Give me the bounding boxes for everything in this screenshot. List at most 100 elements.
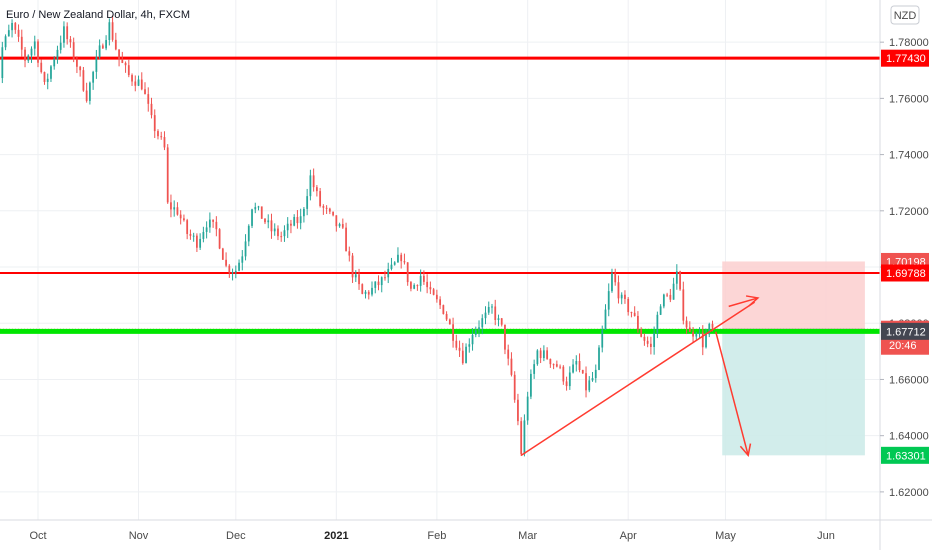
candle-body xyxy=(533,364,536,374)
candle xyxy=(319,187,322,208)
candle-body xyxy=(319,191,322,207)
candle-body xyxy=(387,268,390,278)
candle-body xyxy=(672,283,675,300)
candle xyxy=(568,366,571,390)
forecast-arrow[interactable] xyxy=(715,331,752,458)
candle xyxy=(53,56,56,70)
candle xyxy=(640,327,643,338)
candle xyxy=(624,290,626,304)
candle xyxy=(40,59,43,74)
candle-body xyxy=(147,94,150,104)
candle xyxy=(526,391,529,425)
candle xyxy=(196,233,198,252)
candle-body xyxy=(63,26,65,43)
candle xyxy=(267,214,270,229)
candle-body xyxy=(565,381,568,387)
candle-body xyxy=(176,207,179,215)
candle xyxy=(153,109,156,139)
candle-body xyxy=(56,49,59,59)
candle-body xyxy=(351,255,354,278)
candle-body xyxy=(277,228,279,237)
candle xyxy=(264,218,266,225)
candle xyxy=(500,317,503,327)
candle xyxy=(4,34,7,51)
candle xyxy=(234,265,237,279)
candle xyxy=(555,360,558,368)
candle-body xyxy=(20,36,23,50)
candle-body xyxy=(202,231,205,239)
candle xyxy=(183,214,185,222)
forecast-arrow[interactable] xyxy=(728,295,760,308)
candle-body xyxy=(410,282,412,289)
support-tag-box xyxy=(881,322,929,340)
candle xyxy=(662,293,665,309)
candle-body xyxy=(328,208,331,212)
currency-badge[interactable]: NZD xyxy=(890,5,920,25)
resistance-tag-top-label: 1.77430 xyxy=(886,53,926,65)
candle-body xyxy=(309,175,312,197)
candle xyxy=(461,342,464,365)
candle xyxy=(108,18,111,46)
candle xyxy=(176,202,179,216)
candle xyxy=(124,61,127,73)
candle-body xyxy=(578,361,581,371)
candle-body xyxy=(530,373,532,397)
candle xyxy=(419,269,422,292)
candle-body xyxy=(416,285,419,287)
candle xyxy=(471,328,474,351)
candle xyxy=(98,39,101,60)
candle-body xyxy=(267,220,270,223)
candle-body xyxy=(390,264,393,269)
candle-body xyxy=(205,227,208,232)
candle xyxy=(705,328,707,349)
candle-body xyxy=(510,358,513,375)
candle xyxy=(157,129,159,140)
candle-body xyxy=(254,207,257,210)
candle-body xyxy=(82,70,85,91)
candle xyxy=(72,37,75,63)
candle-body xyxy=(377,281,380,286)
x-tick-label: Oct xyxy=(29,530,46,542)
drawings[interactable] xyxy=(520,295,760,458)
arrow-head xyxy=(745,295,760,307)
trendline[interactable] xyxy=(520,301,756,456)
candle xyxy=(306,188,309,216)
candle-body xyxy=(53,58,56,67)
candle xyxy=(611,268,613,293)
candle xyxy=(637,311,639,333)
candle xyxy=(59,35,62,54)
candle-body xyxy=(601,329,604,348)
x-tick-label: Feb xyxy=(427,530,446,542)
candle-body xyxy=(435,294,438,300)
candle xyxy=(517,393,519,426)
candle-body xyxy=(419,275,422,286)
candle xyxy=(173,200,176,217)
candle-body xyxy=(364,291,367,294)
candle-body xyxy=(432,289,435,295)
candle-body xyxy=(458,347,461,351)
candle xyxy=(273,223,276,236)
horizontal-levels[interactable] xyxy=(0,56,880,334)
candle-body xyxy=(536,350,539,365)
candle xyxy=(435,289,438,303)
candle-body xyxy=(303,208,305,217)
candle xyxy=(37,39,39,68)
candle xyxy=(280,231,283,242)
candle-body xyxy=(92,71,95,83)
candle xyxy=(487,301,490,315)
candle xyxy=(199,233,202,251)
candle-body xyxy=(325,207,328,209)
candle xyxy=(594,364,597,383)
candle xyxy=(377,275,380,291)
candle xyxy=(118,49,120,67)
candle-body xyxy=(465,346,467,364)
candle xyxy=(150,97,153,119)
candle-body xyxy=(611,273,613,292)
candle xyxy=(416,284,419,291)
candle xyxy=(14,22,17,34)
candle xyxy=(160,131,163,140)
candle-body xyxy=(552,364,555,366)
candle xyxy=(134,75,137,92)
